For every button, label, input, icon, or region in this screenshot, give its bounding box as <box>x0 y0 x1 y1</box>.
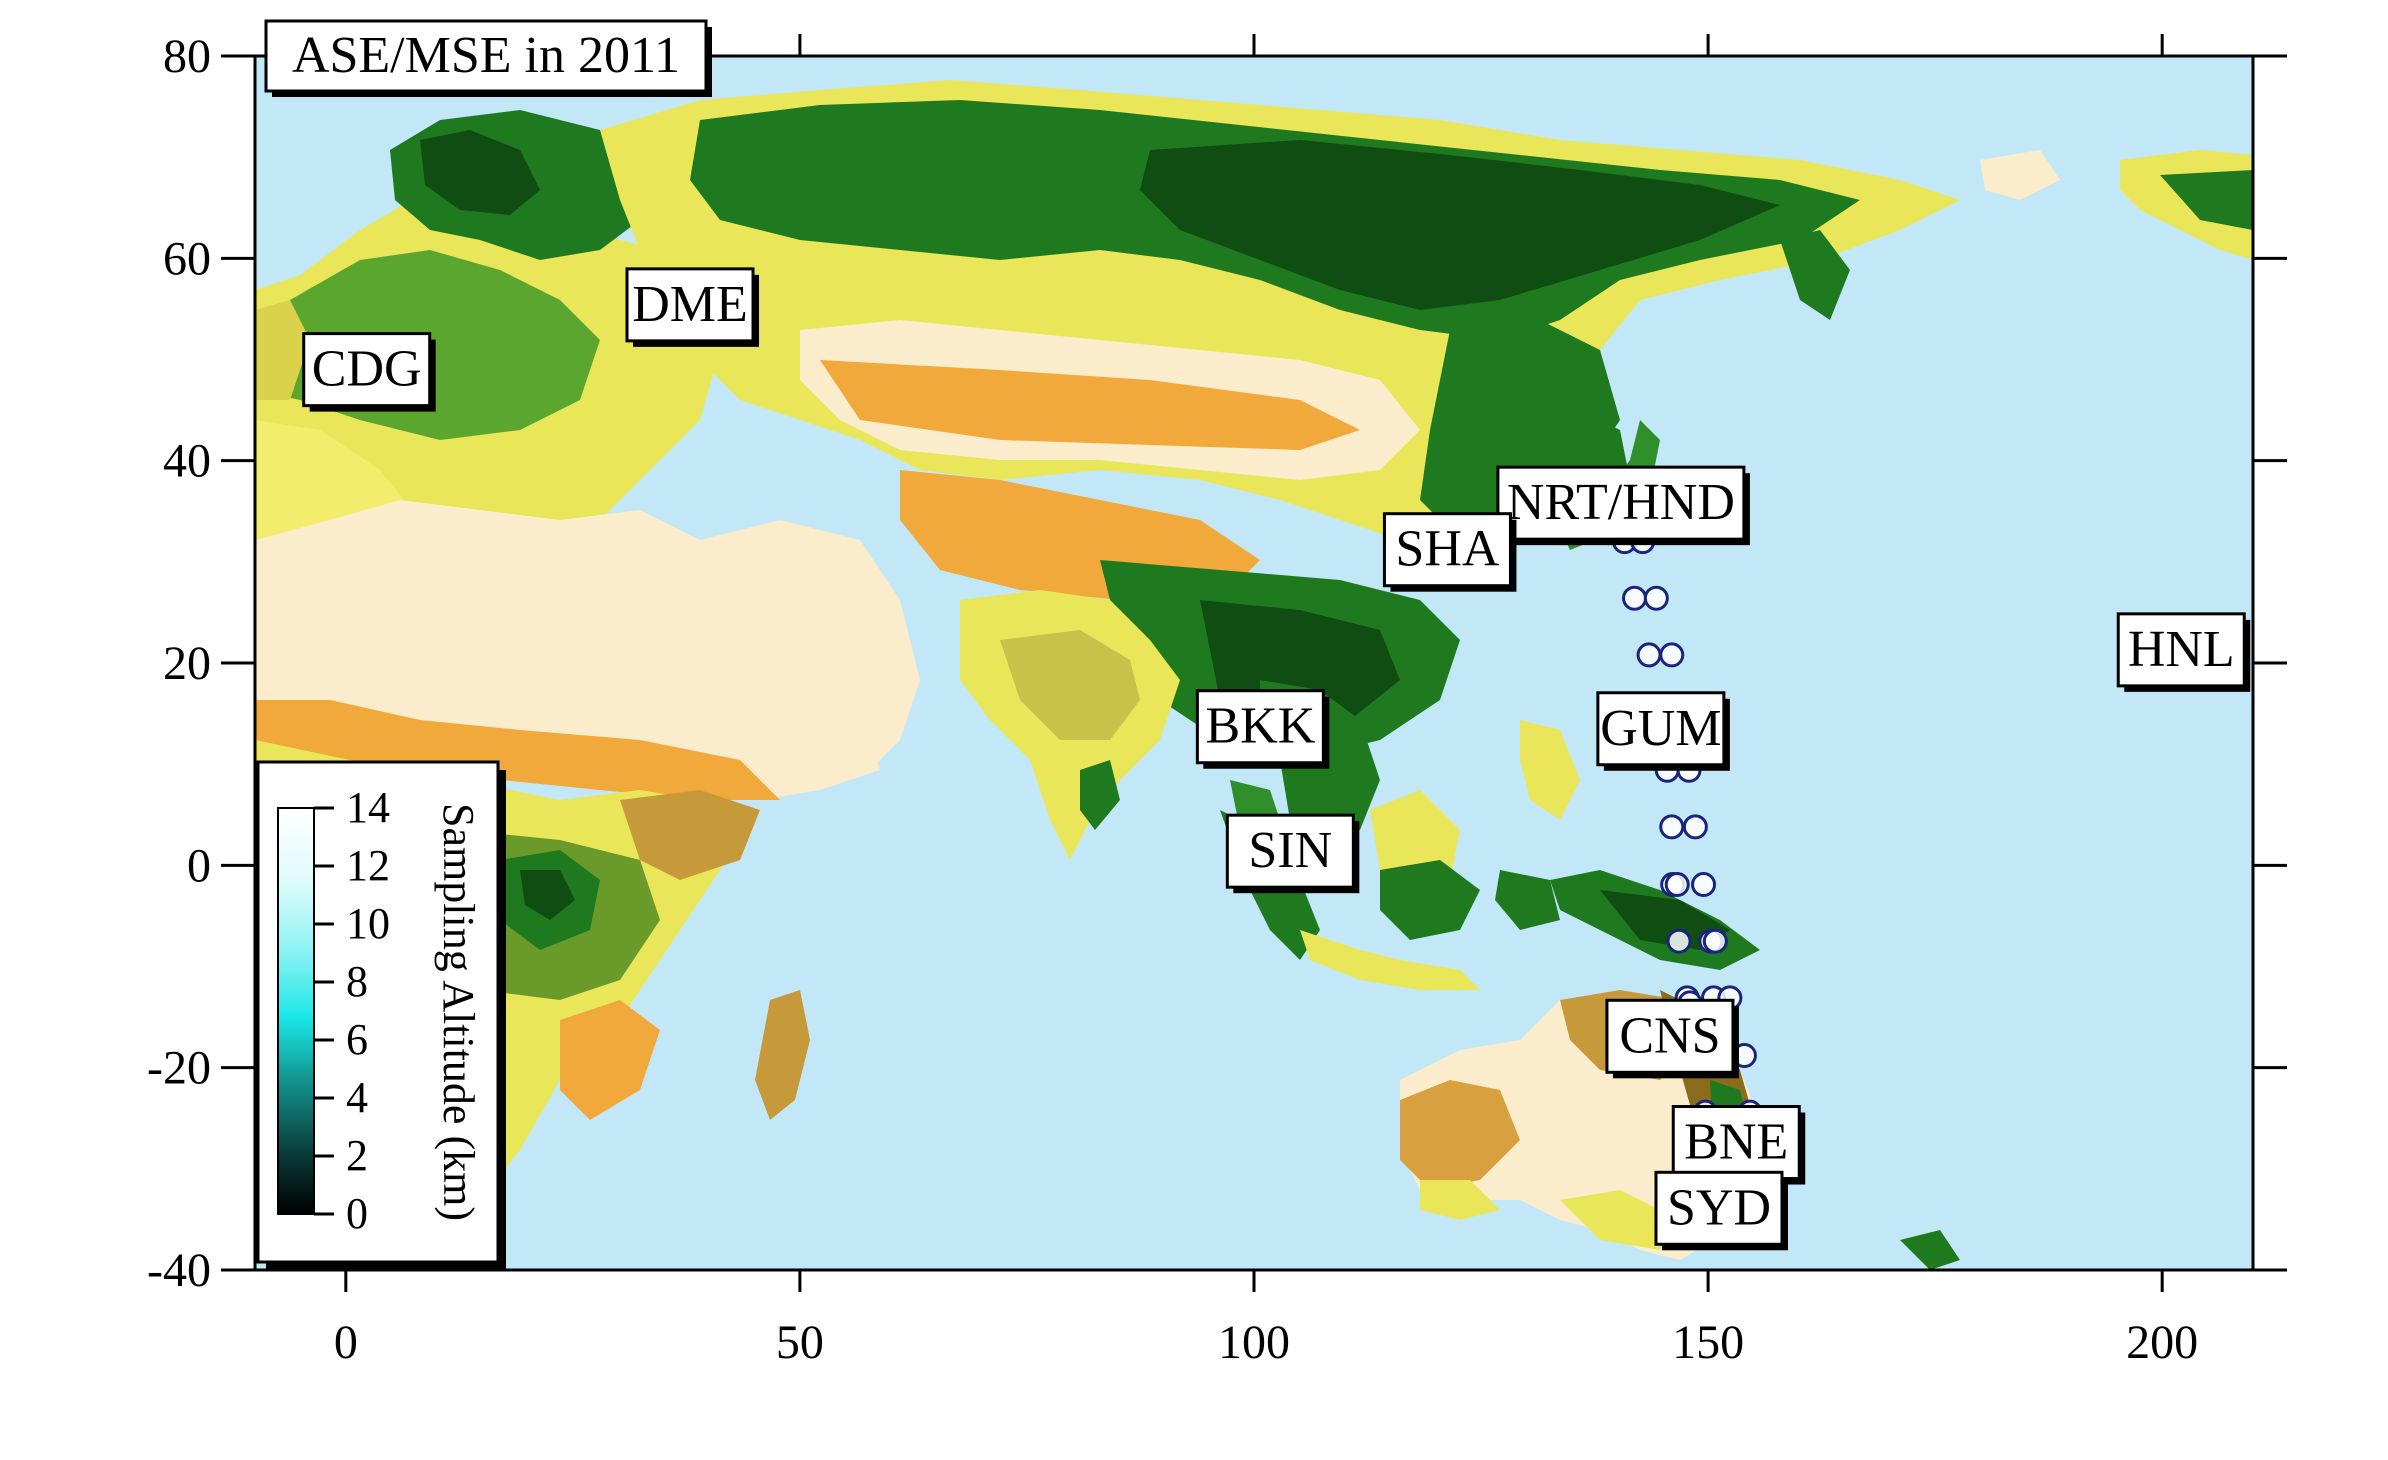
sample-marker <box>1664 872 1690 898</box>
sample-marker <box>1691 872 1717 898</box>
y-tick-label: -40 <box>147 1244 211 1297</box>
x-tick-label: 200 <box>2126 1316 2198 1369</box>
colorbar-label: Sampling Altitude (km) <box>434 803 483 1221</box>
x-tick-label: 50 <box>776 1316 824 1369</box>
city-label-nrt-hnd: NRT/HND <box>1496 465 1750 546</box>
y-tick-label: -20 <box>147 1042 211 1095</box>
map-title: ASE/MSE in 2011 <box>292 27 680 84</box>
city-code: CDG <box>312 341 422 398</box>
sample-marker <box>1636 642 1662 668</box>
city-label-dme: DME <box>625 267 760 347</box>
city-label-syd: SYD <box>1654 1170 1788 1251</box>
city-code: BKK <box>1205 698 1315 755</box>
x-tick-label: 100 <box>1218 1316 1290 1369</box>
colorbar-gradient <box>277 807 315 1215</box>
city-code: SHA <box>1395 521 1499 578</box>
colorbar-tick-label: 12 <box>346 841 390 890</box>
colorbar-tick-label: 10 <box>346 899 390 948</box>
y-tick-label: 40 <box>163 435 211 488</box>
land-africa-arabia <box>255 500 920 1220</box>
sample-marker <box>1643 585 1669 611</box>
city-code: SYD <box>1667 1179 1771 1236</box>
city-code: GUM <box>1600 700 1721 757</box>
map-plot-area <box>255 56 2253 1270</box>
colorbar-tick-label: 8 <box>346 957 368 1006</box>
colorbar-tick-label: 2 <box>346 1131 368 1180</box>
sample-marker <box>1659 814 1685 840</box>
city-label-gum: GUM <box>1596 691 1730 771</box>
city-code: CNS <box>1619 1007 1720 1064</box>
y-tick-label: 80 <box>163 30 211 83</box>
city-code: DME <box>632 276 748 333</box>
x-axis: 0 50 100 150 200 <box>334 34 2198 1369</box>
sample-marker <box>1666 928 1692 954</box>
title-box: ASE/MSE in 2011 <box>264 19 712 97</box>
x-tick-label: 0 <box>334 1316 358 1369</box>
city-code: NRT/HND <box>1507 474 1735 531</box>
y-tick-label: 60 <box>163 232 211 285</box>
city-label-sha: SHA <box>1382 512 1517 592</box>
city-code: HNL <box>2128 621 2235 678</box>
sample-marker <box>1659 642 1685 668</box>
land-india <box>960 590 1180 860</box>
city-label-cdg: CDG <box>302 332 436 412</box>
colorbar-ticks: 14 12 10 8 6 4 2 0 <box>314 783 390 1238</box>
city-label-hnl: HNL <box>2116 612 2251 692</box>
city-code: BNE <box>1684 1114 1788 1171</box>
colorbar-tick-label: 14 <box>346 783 390 832</box>
y-tick-label: 0 <box>187 839 211 892</box>
colorbar-legend: 14 12 10 8 6 4 2 0 Sampling Altitude (km) <box>256 760 506 1270</box>
colorbar-tick-label: 4 <box>346 1073 368 1122</box>
x-tick-label: 150 <box>1672 1316 1744 1369</box>
sample-marker <box>1622 585 1648 611</box>
y-tick-label: 20 <box>163 637 211 690</box>
colorbar-tick-label: 6 <box>346 1015 368 1064</box>
city-code: SIN <box>1248 822 1332 879</box>
land-alaska <box>1980 150 2253 260</box>
sample-marker <box>1702 928 1728 954</box>
city-label-cns: CNS <box>1605 998 1739 1079</box>
sample-marker <box>1682 814 1708 840</box>
city-label-bkk: BKK <box>1195 689 1330 769</box>
colorbar-tick-label: 0 <box>346 1189 368 1238</box>
city-label-sin: SIN <box>1225 813 1360 894</box>
